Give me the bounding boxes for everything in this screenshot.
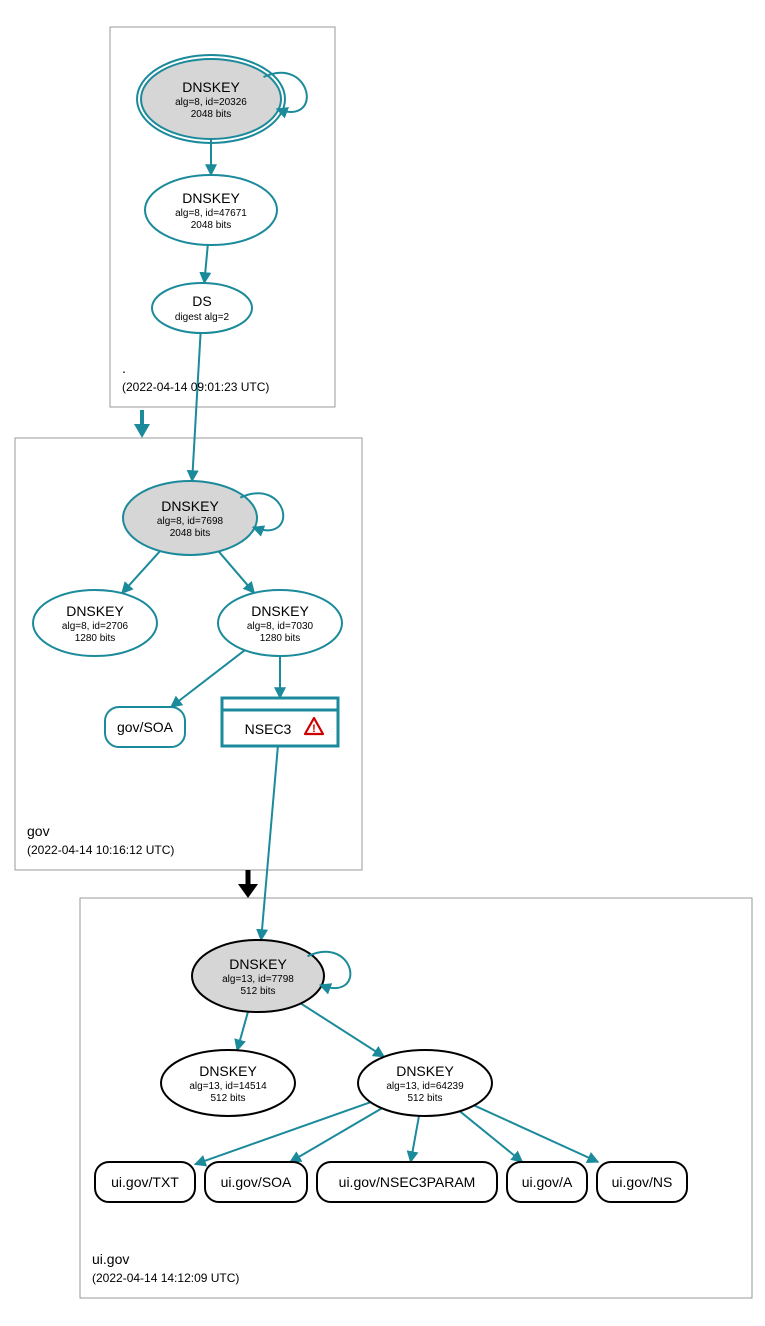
node-gov_zsk1-title: DNSKEY: [66, 603, 124, 619]
edge-gov_ksk-gov_zsk2: [219, 551, 255, 593]
node-ui_zsk1: DNSKEY alg=13, id=14514512 bits: [161, 1050, 295, 1116]
zone-title-root: .: [122, 360, 126, 376]
node-ui_a-label: ui.gov/A: [522, 1174, 573, 1190]
node-gov_ksk-sub1: alg=8, id=7698: [157, 516, 224, 527]
node-root_zsk-sub1: alg=8, id=47671: [175, 208, 247, 219]
delegation-arrow-gov: [134, 424, 150, 438]
node-gov_soa: gov/SOA: [105, 707, 185, 747]
node-ui_ksk: DNSKEY alg=13, id=7798512 bits: [192, 940, 350, 1012]
node-gov_zsk2-title: DNSKEY: [251, 603, 309, 619]
edge-ui_zsk2-ui_soa: [290, 1108, 382, 1162]
node-ui_ksk-sub2: 512 bits: [240, 986, 275, 997]
node-gov_ksk-sub2: 2048 bits: [170, 528, 211, 539]
node-root_ksk-sub2: 2048 bits: [191, 109, 232, 120]
warning-icon-bang: !: [312, 723, 316, 735]
edge-gov_ksk-gov_zsk1: [122, 551, 160, 593]
node-gov_zsk1: DNSKEY alg=8, id=27061280 bits: [33, 590, 157, 656]
node-ui_zsk1-sub1: alg=13, id=14514: [189, 1081, 267, 1092]
node-ui_zsk2-sub1: alg=13, id=64239: [386, 1081, 464, 1092]
node-ui_zsk2-title: DNSKEY: [396, 1063, 454, 1079]
node-ui_txt: ui.gov/TXT: [95, 1162, 195, 1202]
zone-timestamp-uigov: (2022-04-14 14:12:09 UTC): [92, 1271, 239, 1285]
zone-title-uigov: ui.gov: [92, 1251, 129, 1267]
node-ui_zsk1-sub2: 512 bits: [210, 1093, 245, 1104]
node-root_zsk-sub2: 2048 bits: [191, 220, 232, 231]
edge-ui_zsk2-ui_ns: [474, 1105, 598, 1162]
node-gov_nsec3: NSEC3!: [222, 698, 338, 746]
edge-root_zsk-root_ds: [204, 245, 207, 283]
node-ui_txt-label: ui.gov/TXT: [111, 1174, 179, 1190]
node-root_zsk-title: DNSKEY: [182, 190, 240, 206]
node-ui_zsk2-sub2: 512 bits: [407, 1093, 442, 1104]
node-root_ksk-sub1: alg=8, id=20326: [175, 97, 247, 108]
node-ui_ns: ui.gov/NS: [597, 1162, 687, 1202]
node-gov_nsec3-label: NSEC3: [245, 721, 292, 737]
node-root_ds-title: DS: [192, 293, 211, 309]
node-gov_zsk1-sub1: alg=8, id=2706: [62, 621, 129, 632]
node-ui_a: ui.gov/A: [507, 1162, 587, 1202]
node-ui_n3p-label: ui.gov/NSEC3PARAM: [339, 1174, 476, 1190]
node-root_ds-sub1: digest alg=2: [175, 312, 230, 323]
node-ui_zsk1-title: DNSKEY: [199, 1063, 257, 1079]
edge-ui_zsk2-ui_a: [460, 1111, 523, 1162]
node-ui_ns-label: ui.gov/NS: [612, 1174, 673, 1190]
node-gov_ksk-title: DNSKEY: [161, 498, 219, 514]
node-gov_zsk2-sub1: alg=8, id=7030: [247, 621, 314, 632]
edge-ui_ksk-ui_zsk1: [237, 1012, 248, 1051]
delegation-arrow-uigov: [238, 884, 258, 898]
zone-timestamp-root: (2022-04-14 09:01:23 UTC): [122, 380, 269, 394]
edge-ui_ksk-ui_zsk2: [301, 1003, 384, 1056]
node-gov_soa-label: gov/SOA: [117, 719, 174, 735]
node-ui_n3p: ui.gov/NSEC3PARAM: [317, 1162, 497, 1202]
zone-title-gov: gov: [27, 823, 50, 839]
node-gov_zsk1-sub2: 1280 bits: [75, 633, 116, 644]
node-ui_soa: ui.gov/SOA: [205, 1162, 307, 1202]
edge-gov_nsec3-ui_ksk: [261, 746, 278, 940]
node-gov_ksk: DNSKEY alg=8, id=76982048 bits: [123, 481, 283, 555]
node-ui_zsk2: DNSKEY alg=13, id=64239512 bits: [358, 1050, 492, 1116]
node-gov_zsk2-sub2: 1280 bits: [260, 633, 301, 644]
node-ui_soa-label: ui.gov/SOA: [221, 1174, 292, 1190]
edge-ui_zsk2-ui_n3p: [411, 1116, 419, 1162]
node-gov_zsk2: DNSKEY alg=8, id=70301280 bits: [218, 590, 342, 656]
node-root_zsk: DNSKEY alg=8, id=476712048 bits: [145, 175, 277, 245]
node-ui_ksk-title: DNSKEY: [229, 956, 287, 972]
node-root_ds: DS digest alg=2: [152, 283, 252, 333]
node-root_ksk-title: DNSKEY: [182, 79, 240, 95]
node-ui_ksk-sub1: alg=13, id=7798: [222, 974, 294, 985]
zone-timestamp-gov: (2022-04-14 10:16:12 UTC): [27, 843, 174, 857]
node-root_ksk: DNSKEY alg=8, id=203262048 bits: [137, 55, 307, 143]
